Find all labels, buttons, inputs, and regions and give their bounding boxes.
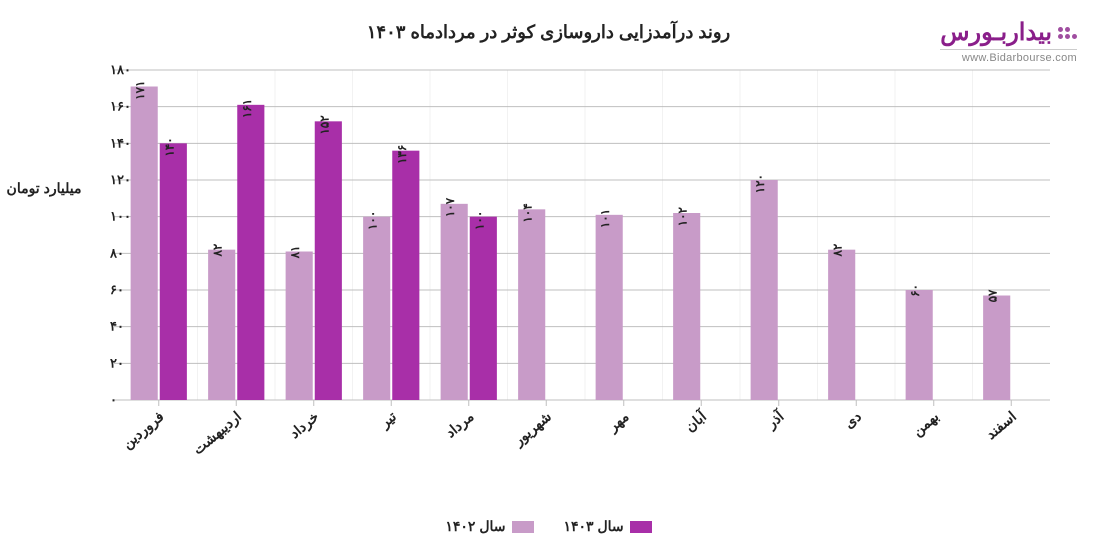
- svg-text:۸۲: ۸۲: [831, 243, 845, 257]
- legend-item: سال ۱۴۰۳: [564, 518, 652, 535]
- svg-text:تیر: تیر: [376, 408, 400, 432]
- legend-swatch: [630, 521, 652, 533]
- svg-text:مرداد: مرداد: [442, 408, 477, 441]
- svg-text:۸۲: ۸۲: [211, 243, 225, 257]
- svg-text:۱۴۰: ۱۴۰: [110, 135, 131, 150]
- legend-swatch: [512, 521, 534, 533]
- svg-text:اردیبهشت: اردیبهشت: [190, 408, 245, 458]
- svg-text:اسفند: اسفند: [983, 408, 1020, 442]
- svg-text:۱۰۲: ۱۰۲: [676, 206, 690, 226]
- svg-text:۱۰۰: ۱۰۰: [472, 211, 486, 230]
- legend-label: سال ۱۴۰۲: [445, 518, 505, 535]
- svg-text:شهریور: شهریور: [510, 408, 555, 450]
- svg-text:۱۳۶: ۱۳۶: [395, 145, 409, 164]
- svg-text:۱۰۷: ۱۰۷: [443, 197, 457, 217]
- svg-text:دی: دی: [841, 408, 864, 431]
- svg-text:فروردین: فروردین: [119, 408, 167, 452]
- legend-label: سال ۱۴۰۳: [564, 518, 624, 535]
- svg-text:۱۲۰: ۱۲۰: [110, 172, 131, 187]
- svg-text:۲۰: ۲۰: [110, 355, 124, 370]
- svg-text:خرداد: خرداد: [286, 408, 322, 442]
- svg-text:۱۶۰: ۱۶۰: [110, 99, 131, 114]
- svg-text:آبان: آبان: [681, 407, 710, 435]
- svg-text:۱۵۲: ۱۵۲: [317, 115, 331, 135]
- chart-title: روند درآمدزایی داروسازی کوثر در مردادماه…: [0, 22, 1097, 43]
- svg-text:۰: ۰: [110, 392, 117, 407]
- svg-text:۱۸۰: ۱۸۰: [110, 62, 131, 77]
- svg-text:۱۰۰: ۱۰۰: [366, 211, 380, 230]
- svg-text:۱۰۱: ۱۰۱: [598, 209, 612, 228]
- svg-text:۸۱: ۸۱: [288, 246, 302, 260]
- bar-chart: ۰ ۲۰ ۴۰ ۶۰ ۸۰ ۱۰۰ ۱۲۰ ۱۴۰ ۱۶۰ ۱۸۰۱۷۱ ۱۴۰ فروردین ۸۲ ۱…: [40, 60, 1067, 497]
- legend-item: سال ۱۴۰۲: [445, 518, 533, 535]
- svg-text:مهر: مهر: [604, 408, 632, 436]
- svg-text:آذر: آذر: [762, 407, 788, 433]
- svg-text:۱۶۱: ۱۶۱: [240, 99, 254, 118]
- svg-text:۶۰: ۶۰: [110, 282, 124, 297]
- svg-text:۸۰: ۸۰: [109, 245, 124, 260]
- svg-text:۴۰: ۴۰: [110, 319, 124, 334]
- svg-text:بهمن: بهمن: [909, 408, 942, 440]
- svg-text:۶۰: ۶۰: [908, 284, 922, 297]
- svg-text:۵۷: ۵۷: [986, 289, 1000, 302]
- svg-text:۱۲۰: ۱۲۰: [753, 174, 767, 193]
- svg-text:۱۰۰: ۱۰۰: [110, 209, 131, 224]
- legend: سال ۱۴۰۳ سال ۱۴۰۲: [0, 518, 1097, 535]
- svg-text:۱۰۴: ۱۰۴: [521, 203, 535, 222]
- svg-text:۱۴۰: ۱۴۰: [162, 137, 176, 156]
- chart-area: ۰ ۲۰ ۴۰ ۶۰ ۸۰ ۱۰۰ ۱۲۰ ۱۴۰ ۱۶۰ ۱۸۰۱۷۱ ۱۴۰ فروردین ۸۲ ۱…: [40, 60, 1067, 497]
- svg-text:۱۷۱: ۱۷۱: [133, 81, 147, 100]
